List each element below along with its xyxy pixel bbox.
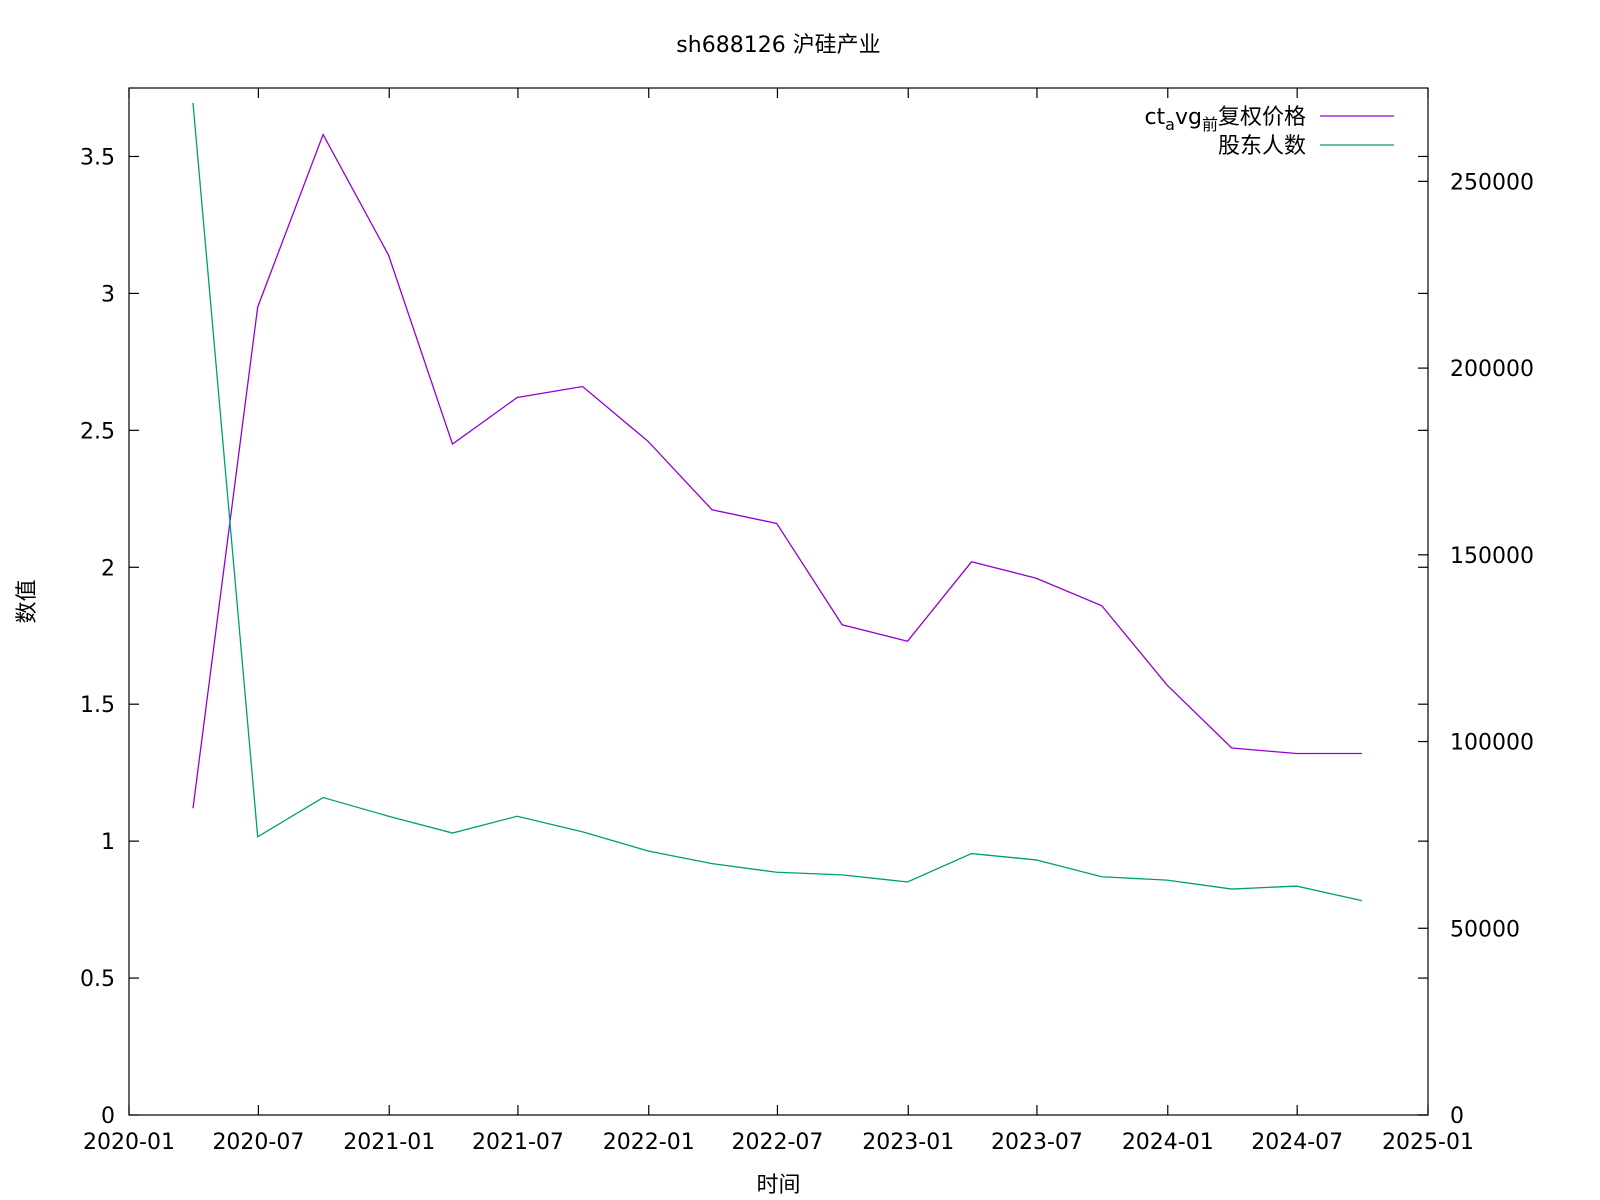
y-tick-label-0: 0	[101, 1104, 115, 1129]
legend-label-1: 股东人数	[1218, 134, 1306, 159]
series-line-1	[192, 102, 1363, 902]
y2-tick-label-4: 200000	[1450, 357, 1534, 382]
x-tick-label-7: 2023-07	[991, 1130, 1083, 1155]
y-tick-label-2: 1	[101, 830, 115, 855]
legend-label-0: ctavg前复权价格	[1144, 105, 1306, 134]
series-group	[192, 102, 1363, 902]
x-tick-label-3: 2021-07	[472, 1130, 564, 1155]
x-axis-label: 时间	[756, 1173, 800, 1198]
x-tick-label-6: 2023-01	[862, 1130, 954, 1155]
y-tick-label-4: 2	[101, 556, 115, 581]
y-axis-label: 数值	[15, 579, 40, 623]
x-tick-label-2: 2021-01	[343, 1130, 435, 1155]
y2-tick-label-1: 50000	[1450, 917, 1520, 942]
x-tick-label-4: 2022-01	[603, 1130, 695, 1155]
series-line-0	[192, 133, 1362, 809]
y2-tick-label-3: 150000	[1450, 544, 1534, 569]
chart-title: sh688126 沪硅产业	[676, 33, 880, 58]
left-axis: 0 0.5 1 1.5 2 2.5 3 3.5	[80, 145, 1428, 1129]
y2-tick-label-2: 100000	[1450, 731, 1534, 756]
y2-tick-label-0: 0	[1450, 1104, 1464, 1129]
x-axis: 2020-01 2020-07 2021-01 2021-07 2022-01 2022-…	[83, 88, 1474, 1155]
y2-tick-label-5: 250000	[1450, 170, 1534, 195]
x-tick-label-0: 2020-01	[83, 1130, 175, 1155]
y-tick-label-3: 1.5	[80, 693, 115, 718]
y-tick-label-7: 3.5	[80, 145, 115, 170]
x-tick-label-9: 2024-07	[1251, 1130, 1343, 1155]
y-tick-label-6: 3	[101, 282, 115, 307]
x-tick-label-10: 2025-01	[1382, 1130, 1474, 1155]
x-tick-label-1: 2020-07	[212, 1130, 304, 1155]
y-tick-label-5: 2.5	[80, 419, 115, 444]
y-tick-label-1: 0.5	[80, 967, 115, 992]
x-tick-label-5: 2022-07	[731, 1130, 823, 1155]
right-axis: 0 50000 100000 150000 200000 250000	[1418, 170, 1534, 1129]
x-tick-label-8: 2024-01	[1122, 1130, 1214, 1155]
plot-frame	[128, 87, 1429, 1116]
